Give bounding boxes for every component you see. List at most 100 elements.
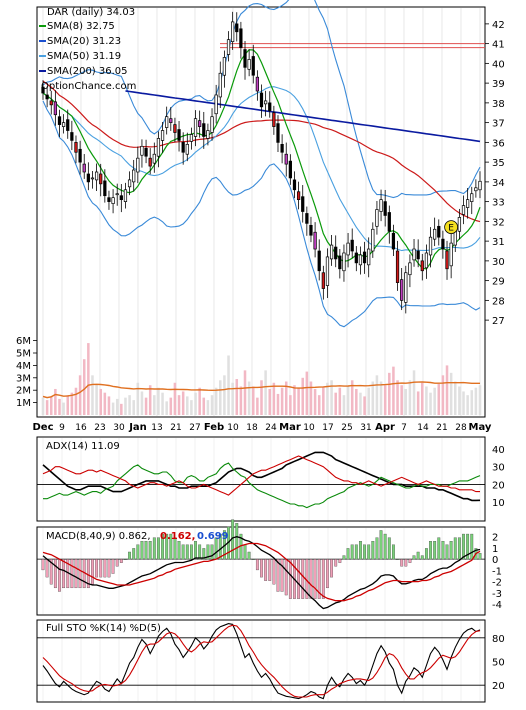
volume-bar bbox=[256, 397, 259, 415]
macd-histogram-bar bbox=[371, 541, 375, 560]
macd-histogram-bar bbox=[189, 544, 193, 560]
candle-body bbox=[449, 242, 453, 267]
volume-bar bbox=[449, 372, 453, 415]
candle-body bbox=[86, 173, 90, 183]
candle-body bbox=[433, 228, 437, 240]
volume-bar bbox=[355, 388, 358, 415]
macd-histogram-bar bbox=[387, 537, 391, 560]
macd-histogram-bar bbox=[128, 551, 131, 560]
macd-histogram-bar bbox=[445, 544, 449, 560]
candle-body bbox=[259, 92, 264, 108]
macd-histogram-bar bbox=[119, 559, 123, 563]
macd-histogram-bar bbox=[41, 559, 45, 571]
macd-histogram-bar bbox=[165, 533, 169, 560]
macd-histogram-bar bbox=[466, 533, 470, 560]
macd-histogram-bar bbox=[161, 533, 164, 560]
macd-histogram-bar bbox=[260, 559, 263, 578]
volume-bar bbox=[82, 359, 86, 415]
candle-body bbox=[177, 129, 181, 141]
candle-body bbox=[391, 232, 396, 250]
adx-tick-label: 40 bbox=[492, 445, 505, 456]
candle-body bbox=[461, 205, 466, 215]
macd-histogram-bar bbox=[354, 544, 358, 560]
volume-bar bbox=[227, 355, 230, 415]
volume-bar bbox=[148, 385, 152, 415]
volume-bar bbox=[458, 386, 461, 415]
volume-bar bbox=[404, 388, 408, 415]
volume-tick-label: 5M bbox=[16, 349, 31, 360]
volume-bar bbox=[412, 370, 416, 415]
volume-bar bbox=[169, 397, 173, 415]
candle-body bbox=[231, 21, 235, 42]
volume-bar bbox=[453, 381, 457, 415]
volume-bar bbox=[239, 386, 243, 415]
candle-body bbox=[313, 231, 317, 250]
macd-tick-label: -2 bbox=[492, 578, 502, 589]
macd-histogram-bar bbox=[392, 544, 395, 560]
macd-histogram-bar bbox=[424, 548, 428, 560]
macd-histogram-bar bbox=[375, 537, 379, 560]
macd-histogram-bar bbox=[132, 548, 136, 560]
earnings-marker-label: E bbox=[448, 224, 454, 234]
macd-histogram-bar bbox=[408, 559, 412, 563]
candle-body bbox=[45, 94, 49, 100]
volume-bar bbox=[181, 391, 185, 415]
candle-body bbox=[362, 251, 367, 264]
volume-bar bbox=[305, 371, 309, 415]
macd-histogram-bar bbox=[462, 533, 465, 560]
legend-sma20: SMA(20) 31.23 bbox=[47, 36, 121, 47]
volume-bar bbox=[478, 385, 482, 415]
candle-body bbox=[140, 145, 144, 156]
y-tick-label: 36 bbox=[492, 138, 505, 149]
volume-bar bbox=[342, 395, 346, 415]
volume-tick-label: 4M bbox=[16, 361, 31, 372]
volume-bar bbox=[235, 379, 239, 415]
volume-bar bbox=[322, 386, 325, 415]
candle-body bbox=[90, 177, 95, 180]
adx-title: ADX(14) 11.09 bbox=[46, 441, 120, 452]
candle-body bbox=[395, 250, 400, 283]
macd-histogram-bar bbox=[152, 537, 156, 560]
macd-histogram-bar bbox=[359, 541, 362, 560]
macd-histogram-bar bbox=[49, 559, 53, 585]
candle-body bbox=[123, 189, 128, 202]
adx-layer: 10 20 30 40 bbox=[37, 445, 505, 509]
y-tick-label: 42 bbox=[492, 20, 505, 31]
candle-body bbox=[255, 76, 259, 92]
volume-bar bbox=[41, 397, 45, 415]
macd-histogram-bar bbox=[99, 559, 103, 578]
macd-histogram-bar bbox=[383, 533, 387, 560]
candle-body bbox=[441, 238, 445, 250]
candle-body bbox=[82, 163, 86, 173]
adx-pane bbox=[36, 436, 486, 522]
macd-histogram-bar bbox=[243, 544, 247, 560]
x-tick-label: 24 bbox=[265, 423, 277, 433]
x-tick-label: 21 bbox=[170, 423, 181, 433]
volume-bar bbox=[264, 370, 267, 415]
macd-histogram-bar bbox=[136, 544, 140, 560]
volume-bar bbox=[91, 375, 94, 415]
candle-body bbox=[251, 56, 255, 76]
candle-body bbox=[445, 250, 449, 270]
volume-bar bbox=[280, 387, 284, 415]
x-tick-label: 25 bbox=[341, 423, 352, 433]
sto-tick-label: 50 bbox=[492, 658, 505, 669]
macd-histogram-bar bbox=[326, 559, 329, 589]
volume-bar bbox=[462, 391, 465, 415]
volume-bar bbox=[144, 397, 148, 415]
volume-bar bbox=[161, 392, 164, 415]
macd-histogram-bar bbox=[412, 555, 416, 560]
macd-histogram-bar bbox=[177, 541, 181, 560]
candle-body bbox=[317, 250, 321, 272]
macd-histogram-bar bbox=[367, 544, 371, 560]
volume-bar bbox=[284, 381, 288, 415]
candle-body bbox=[375, 209, 379, 227]
volume-bar bbox=[470, 390, 474, 415]
candle-body bbox=[173, 124, 177, 133]
price-pane bbox=[36, 6, 486, 418]
macd-histogram-bar bbox=[115, 559, 119, 567]
candle-body bbox=[466, 199, 470, 208]
sto-tick-label: 80 bbox=[492, 634, 505, 645]
candle-body bbox=[408, 262, 412, 276]
volume-bar bbox=[359, 392, 362, 415]
